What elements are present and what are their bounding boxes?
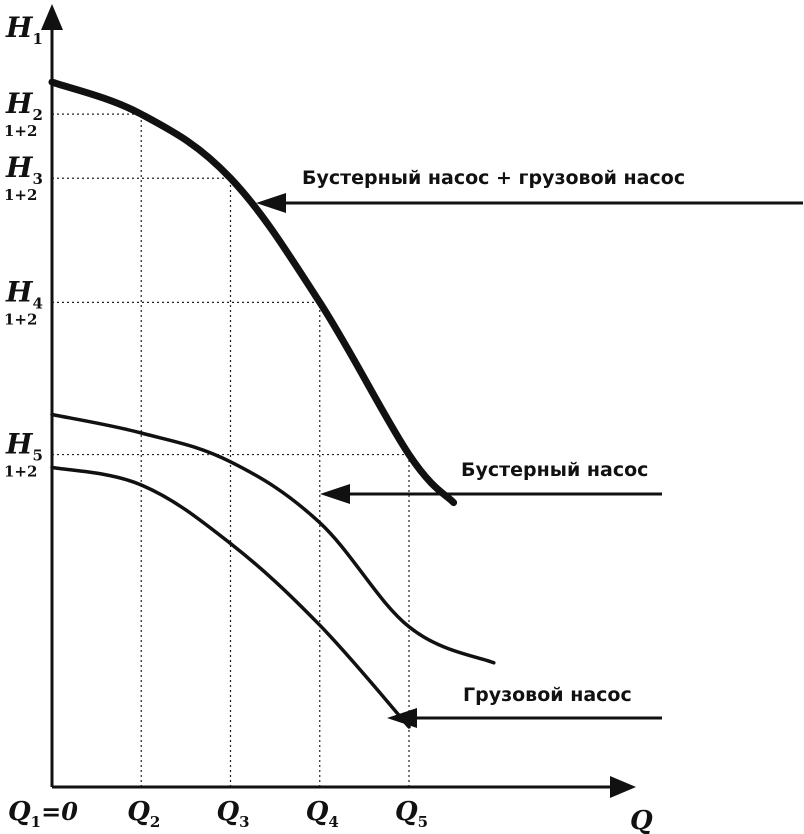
y-tick-under-3: 1+2 (4, 186, 37, 204)
series-curves (48, 78, 496, 729)
combined-series-label: Бустерный насос + грузовой насос (302, 167, 685, 189)
x-axis-label: Q (630, 806, 653, 834)
x-tick-label-1: Q1=0 (8, 797, 78, 831)
booster-pump-curve (50, 412, 496, 665)
cargo-pointer-arrowhead (387, 708, 417, 728)
y-axis-arrowhead (41, 4, 63, 30)
y-tick-under-5: 1+2 (4, 463, 37, 481)
x-tick-label-2: Q2 (127, 797, 160, 831)
y-tick-label-3: H3 (5, 151, 43, 188)
y-tick-label-4: H4 (5, 275, 43, 312)
y-tick-label-2: H2 (5, 87, 43, 124)
combined-pointer-arrowhead (256, 193, 286, 213)
cargo-pump-curve (50, 465, 411, 729)
booster-pointer-arrowhead (320, 484, 350, 504)
cargo-series-label: Грузовой насос (463, 684, 632, 706)
y-tick-under-2: 1+2 (4, 122, 37, 140)
y-axis-label: H1 (5, 11, 43, 48)
x-tick-label-5: Q5 (395, 797, 428, 831)
axis-labels: H1 Q (5, 11, 653, 834)
grid-lines (52, 113, 410, 787)
x-axis-arrowhead (610, 776, 636, 798)
combined-pump-curve (48, 78, 458, 507)
x-tick-label-3: Q3 (217, 797, 250, 831)
y-tick-label-5: H5 (5, 428, 43, 465)
y-tick-under-4: 1+2 (4, 310, 37, 328)
x-tick-label-4: Q4 (306, 797, 339, 831)
booster-series-label: Бустерный насос (461, 459, 648, 481)
axes (41, 4, 636, 798)
legend-pointers: Бустерный насос + грузовой насос Бустерны… (256, 167, 803, 728)
